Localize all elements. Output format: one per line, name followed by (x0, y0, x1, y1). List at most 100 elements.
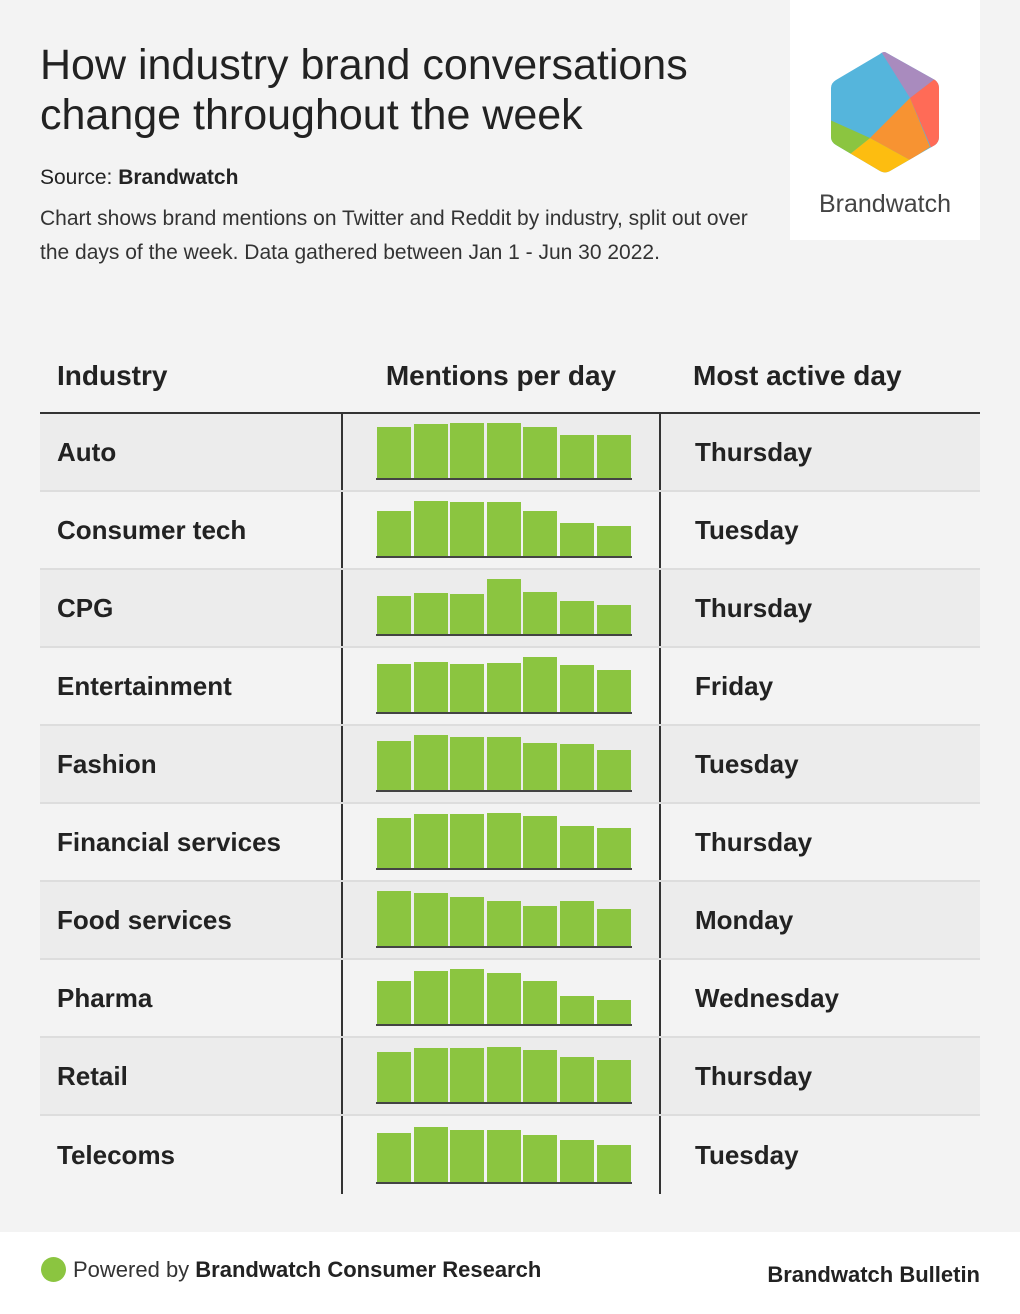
mentions-sparkline (376, 656, 632, 714)
mention-bar (596, 435, 631, 478)
mention-bar (450, 664, 485, 712)
mention-bar (486, 502, 521, 556)
mentions-sparkline-cell (341, 570, 661, 646)
source-name: Brandwatch (118, 166, 239, 189)
mentions-sparkline (376, 1046, 632, 1104)
mention-bar (413, 1127, 448, 1182)
table-row: CPG Thursday (40, 570, 980, 648)
mention-bar (560, 900, 594, 946)
mention-bar (560, 665, 594, 712)
mentions-sparkline-cell (341, 882, 661, 958)
mention-bar (560, 523, 594, 556)
mention-bar (560, 743, 594, 790)
mention-bar (377, 510, 411, 556)
mention-bar (413, 501, 448, 556)
mention-bar (450, 1129, 485, 1182)
mention-bar (486, 423, 521, 478)
mention-bar (486, 737, 521, 790)
mention-bar (413, 735, 448, 790)
industry-name: Fashion (57, 748, 157, 779)
table-row: Pharma Wednesday (40, 960, 980, 1038)
green-dot-icon (41, 1257, 66, 1282)
powered-by: Powered by Brandwatch Consumer Research (73, 1257, 541, 1283)
industry-name: Food services (57, 904, 232, 935)
mentions-sparkline (376, 500, 632, 558)
hexagon-logo-icon (831, 52, 939, 173)
logo-text: Brandwatch (818, 190, 952, 218)
mention-bar (486, 972, 521, 1024)
mention-bar (486, 900, 521, 946)
mentions-sparkline-cell (341, 492, 661, 568)
header-most-active: Most active day (693, 360, 902, 391)
mention-bar (523, 815, 558, 868)
mention-bar (560, 826, 594, 868)
mention-bar (377, 1051, 411, 1102)
mentions-sparkline (376, 422, 632, 480)
mention-bar (560, 601, 594, 634)
mention-bar (560, 1056, 594, 1102)
mention-bar (450, 737, 485, 790)
mention-bar (486, 1129, 521, 1182)
mention-bar (413, 592, 448, 634)
mention-bar (377, 664, 411, 712)
most-active-day: Thursday (695, 436, 813, 467)
table-row: Food services Monday (40, 882, 980, 960)
mentions-sparkline-cell (341, 414, 661, 490)
mention-bar (596, 670, 631, 712)
mention-bar (377, 596, 411, 634)
most-active-day: Thursday (695, 826, 813, 857)
mention-bar (523, 1135, 558, 1182)
mentions-sparkline-cell (341, 804, 661, 880)
chart-description: Chart shows brand mentions on Twitter an… (40, 207, 748, 264)
mention-bar (486, 663, 521, 712)
mention-bar (377, 981, 411, 1024)
mentions-sparkline (376, 578, 632, 636)
industry-name: Telecoms (57, 1139, 176, 1170)
industry-name: CPG (57, 592, 114, 623)
industry-table: Industry Mentions per day Most active da… (40, 340, 980, 1194)
header-industry: Industry (57, 360, 168, 391)
most-active-day: Friday (695, 670, 774, 701)
industry-name: Entertainment (57, 670, 232, 701)
bulletin-label: Brandwatch Bulletin (767, 1262, 980, 1287)
mention-bar (450, 897, 485, 946)
table-header: Industry Mentions per day Most active da… (40, 340, 980, 414)
mention-bar (560, 995, 594, 1024)
mention-bar (486, 1047, 521, 1102)
mention-bar (596, 999, 631, 1024)
industry-name: Pharma (57, 982, 153, 1013)
mention-bar (596, 749, 631, 790)
table-row: Consumer tech Tuesday (40, 492, 980, 570)
mention-bar (523, 905, 558, 946)
brandwatch-logo: Brandwatch (790, 0, 980, 240)
header-mentions: Mentions per day (385, 360, 617, 391)
industry-name: Auto (57, 436, 117, 467)
mention-bar (377, 741, 411, 790)
mention-bar (523, 426, 558, 478)
page-title: How industry brand conversations change … (40, 41, 688, 139)
most-active-day: Monday (695, 904, 794, 935)
mentions-sparkline-cell (341, 1038, 661, 1114)
mentions-sparkline (376, 1126, 632, 1184)
mentions-sparkline (376, 890, 632, 948)
mentions-sparkline (376, 812, 632, 870)
mention-bar (523, 981, 558, 1024)
mention-bar (413, 893, 448, 946)
mention-bar (486, 579, 521, 634)
mention-bar (596, 604, 631, 634)
mention-bar (450, 423, 485, 478)
mentions-sparkline (376, 734, 632, 792)
mentions-sparkline-cell (341, 1116, 661, 1194)
mention-bar (413, 814, 448, 868)
most-active-day: Thursday (695, 592, 813, 623)
powered-name: Brandwatch Consumer Research (195, 1257, 542, 1282)
most-active-day: Thursday (695, 1060, 813, 1091)
mention-bar (413, 1048, 448, 1102)
table-row: Auto Thursday (40, 414, 980, 492)
mention-bar (523, 743, 558, 790)
mentions-sparkline-cell (341, 726, 661, 802)
most-active-day: Tuesday (695, 748, 799, 779)
footer: Powered by Brandwatch Consumer Research … (0, 1232, 1020, 1314)
mention-bar (377, 426, 411, 478)
table-row: Financial services Thursday (40, 804, 980, 882)
